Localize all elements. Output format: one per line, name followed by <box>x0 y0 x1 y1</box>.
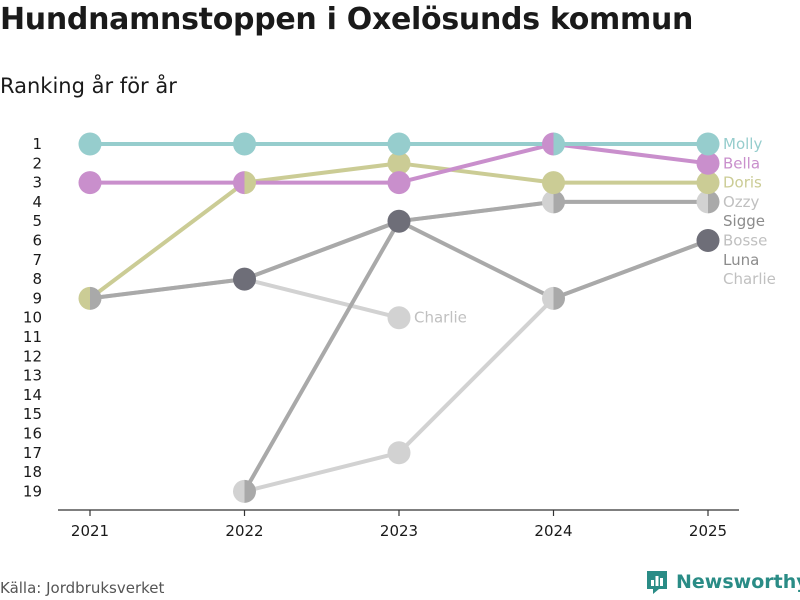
data-point-marker <box>387 441 411 465</box>
data-point-marker <box>696 229 720 252</box>
y-tick-label: 8 <box>32 270 42 288</box>
end-label-molly: Molly <box>723 135 762 153</box>
inline-label-charlie: Charlie <box>414 309 467 327</box>
newsworthy-logo: Newsworthy <box>645 569 800 595</box>
data-point-marker <box>387 209 411 233</box>
data-point-marker-right <box>553 286 565 310</box>
chart-title: Hundnamnstoppen i Oxelösunds kommun <box>0 2 694 37</box>
y-tick-label: 6 <box>32 232 42 250</box>
data-point-marker-right <box>244 171 256 195</box>
data-point-marker <box>78 171 102 195</box>
y-tick-label: 1 <box>32 135 42 153</box>
data-point-marker-left <box>542 190 554 214</box>
data-point-marker <box>78 132 102 156</box>
y-tick-label: 13 <box>23 367 42 385</box>
end-label-luna: Luna <box>723 251 759 269</box>
data-point-marker-left <box>233 479 245 503</box>
y-tick-label: 7 <box>32 251 42 269</box>
data-point-marker <box>387 151 411 175</box>
y-tick-label: 17 <box>23 444 42 462</box>
data-point-marker-left <box>78 286 90 310</box>
y-tick-label: 3 <box>32 174 42 192</box>
chart-subtitle: Ranking år för år <box>0 74 177 98</box>
data-point-marker <box>696 132 720 156</box>
x-tick-label: 2021 <box>71 522 109 540</box>
data-point-marker-left <box>233 171 245 195</box>
y-tick-label: 19 <box>23 482 42 500</box>
series-line-luna <box>242 219 710 494</box>
y-tick-label: 2 <box>32 154 42 172</box>
data-point-marker-left <box>542 286 554 310</box>
y-tick-label: 4 <box>32 193 42 211</box>
y-tick-label: 5 <box>32 212 42 230</box>
data-point-marker-right <box>553 132 565 156</box>
data-point-marker <box>696 151 720 175</box>
data-point-marker-right <box>553 190 565 214</box>
y-tick-label: 15 <box>23 405 42 423</box>
end-label-bosse: Bosse <box>723 232 767 250</box>
data-point-marker <box>387 132 411 156</box>
data-point-marker <box>696 171 720 195</box>
data-point-marker-left <box>696 190 708 214</box>
bar-chart-logo-icon <box>647 571 667 594</box>
data-point-marker-right <box>90 286 102 310</box>
data-point-marker-right <box>708 190 720 214</box>
data-point-marker <box>387 171 411 195</box>
y-tick-label: 18 <box>23 463 42 481</box>
source-note: Källa: Jordbruksverket <box>0 579 165 597</box>
x-tick-label: 2023 <box>380 522 418 540</box>
y-tick-label: 10 <box>23 309 42 327</box>
data-point-marker <box>387 306 411 330</box>
end-label-ozzy: Ozzy <box>723 193 760 211</box>
axes: 2021 2022 2023 2024 202512345678910111213141… <box>23 135 739 540</box>
y-tick-label: 11 <box>23 328 42 346</box>
data-point-marker <box>233 267 256 291</box>
x-tick-label: 2024 <box>534 522 572 540</box>
labels: MollyBellaDorisOzzySiggeBosseLunaCharlie… <box>414 135 776 327</box>
x-tick-label: 2025 <box>689 522 727 540</box>
end-label-bella: Bella <box>723 154 760 172</box>
y-tick-label: 9 <box>32 289 42 307</box>
y-tick-label: 12 <box>23 347 42 365</box>
end-label-doris: Doris <box>723 174 762 192</box>
end-label-charlie: Charlie <box>723 270 776 288</box>
data-point-marker-left <box>542 132 554 156</box>
data-point-marker <box>233 132 256 156</box>
data-point-marker-right <box>244 479 256 503</box>
x-tick-label: 2022 <box>225 522 263 540</box>
y-tick-label: 16 <box>23 425 42 443</box>
y-tick-label: 14 <box>23 386 42 404</box>
end-label-sigge: Sigge <box>723 212 765 230</box>
brand-name: Newsworthy <box>676 571 800 593</box>
data-point-marker <box>542 171 565 195</box>
series-markers <box>78 132 720 503</box>
